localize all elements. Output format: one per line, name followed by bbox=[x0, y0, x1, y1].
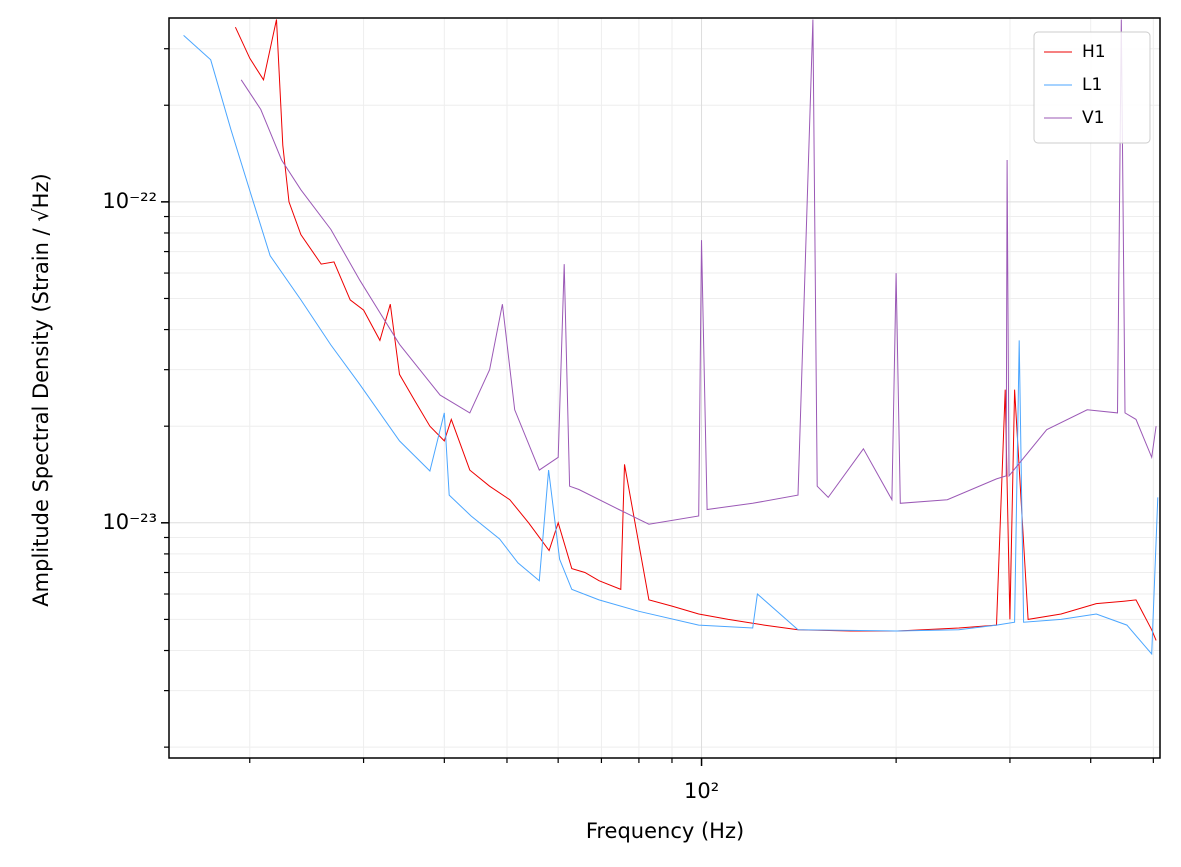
legend-label: H1 bbox=[1082, 42, 1106, 62]
y-axis-label: Amplitude Spectral Density (Strain / √Hz… bbox=[29, 173, 53, 606]
x-tick-label: 10² bbox=[684, 779, 719, 803]
legend-label: V1 bbox=[1082, 108, 1104, 128]
ticks: 10² 10⁻²³ 10⁻²² bbox=[102, 48, 1154, 803]
series-line bbox=[183, 35, 1159, 656]
y-tick-label: 10⁻²² bbox=[102, 189, 157, 213]
legend-box bbox=[1033, 31, 1151, 144]
plot-area bbox=[183, 19, 1159, 656]
legend: H1 L1 V1 bbox=[1033, 31, 1151, 144]
series-line bbox=[234, 19, 1157, 641]
legend-label: L1 bbox=[1082, 75, 1102, 95]
y-tick-label: 10⁻²³ bbox=[102, 510, 157, 534]
series-line bbox=[240, 19, 1157, 525]
grid bbox=[169, 18, 1160, 758]
axes-frame bbox=[168, 17, 1161, 759]
x-axis-label: Frequency (Hz) bbox=[586, 819, 744, 843]
